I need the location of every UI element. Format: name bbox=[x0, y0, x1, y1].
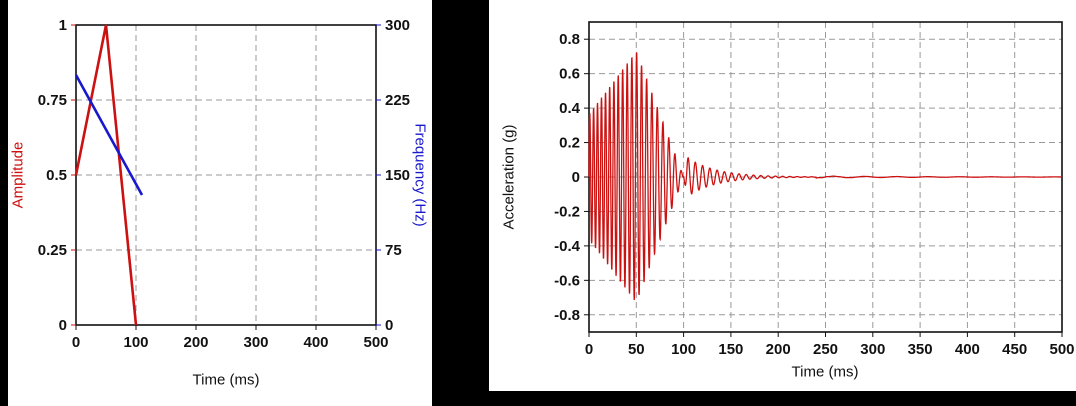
svg-text:100: 100 bbox=[671, 341, 696, 358]
right-axis-title: Frequency (Hz) bbox=[411, 123, 429, 227]
pulse-spec-chart-panel: 0 100 200 300 400 500 0 0.25 0.5 0.75 1 0 75 150 225 30… bbox=[8, 0, 432, 406]
y-axis-title-right-chart: Acceleration (g) bbox=[500, 124, 518, 230]
svg-text:0: 0 bbox=[59, 317, 67, 334]
svg-text:150: 150 bbox=[718, 341, 743, 358]
svg-text:-0.4: -0.4 bbox=[554, 238, 581, 255]
svg-text:300: 300 bbox=[860, 341, 885, 358]
svg-text:0: 0 bbox=[385, 317, 393, 334]
svg-text:225: 225 bbox=[385, 92, 410, 109]
svg-text:0.5: 0.5 bbox=[46, 167, 67, 184]
svg-text:-0.6: -0.6 bbox=[554, 272, 580, 289]
svg-text:0.75: 0.75 bbox=[38, 92, 67, 109]
svg-text:50: 50 bbox=[628, 341, 645, 358]
svg-text:500: 500 bbox=[1049, 341, 1074, 358]
svg-text:300: 300 bbox=[385, 17, 410, 34]
left-axis-title: Amplitude bbox=[9, 141, 27, 209]
svg-text:0: 0 bbox=[72, 334, 80, 351]
svg-text:400: 400 bbox=[955, 341, 980, 358]
svg-text:400: 400 bbox=[303, 334, 328, 351]
svg-text:0.4: 0.4 bbox=[559, 100, 581, 117]
svg-text:350: 350 bbox=[908, 341, 933, 358]
svg-text:450: 450 bbox=[1002, 341, 1027, 358]
svg-text:150: 150 bbox=[385, 167, 410, 184]
acceleration-time-chart: 0 50 100 150 200 250 300 350 400 450 500 0.8 0.6 0.4 0… bbox=[554, 21, 1075, 358]
svg-text:100: 100 bbox=[123, 334, 148, 351]
svg-text:0.8: 0.8 bbox=[559, 31, 580, 48]
svg-text:1: 1 bbox=[59, 17, 67, 34]
x-axis-title-right-chart: Time (ms) bbox=[791, 363, 859, 381]
svg-text:500: 500 bbox=[363, 334, 388, 351]
svg-text:0: 0 bbox=[572, 169, 580, 186]
svg-text:300: 300 bbox=[243, 334, 268, 351]
svg-text:200: 200 bbox=[766, 341, 791, 358]
svg-text:0.25: 0.25 bbox=[38, 242, 67, 259]
amplitude-frequency-chart: 0 100 200 300 400 50000.250.50.75107515022530… bbox=[38, 17, 410, 351]
svg-text:0: 0 bbox=[585, 341, 593, 358]
svg-text:-0.8: -0.8 bbox=[554, 307, 580, 324]
svg-text:0.2: 0.2 bbox=[559, 135, 580, 152]
svg-text:250: 250 bbox=[813, 341, 838, 358]
svg-text:0.6: 0.6 bbox=[559, 66, 580, 83]
svg-text:75: 75 bbox=[385, 242, 402, 259]
x-axis-title-left-chart: Time (ms) bbox=[192, 371, 260, 389]
svg-text:200: 200 bbox=[183, 334, 208, 351]
svg-text:-0.2: -0.2 bbox=[554, 203, 580, 220]
acceleration-chart-panel: 0 50 100 150 200 250 300 350 400 450 500 0.8 0.6 0.4 0… bbox=[489, 0, 1076, 391]
